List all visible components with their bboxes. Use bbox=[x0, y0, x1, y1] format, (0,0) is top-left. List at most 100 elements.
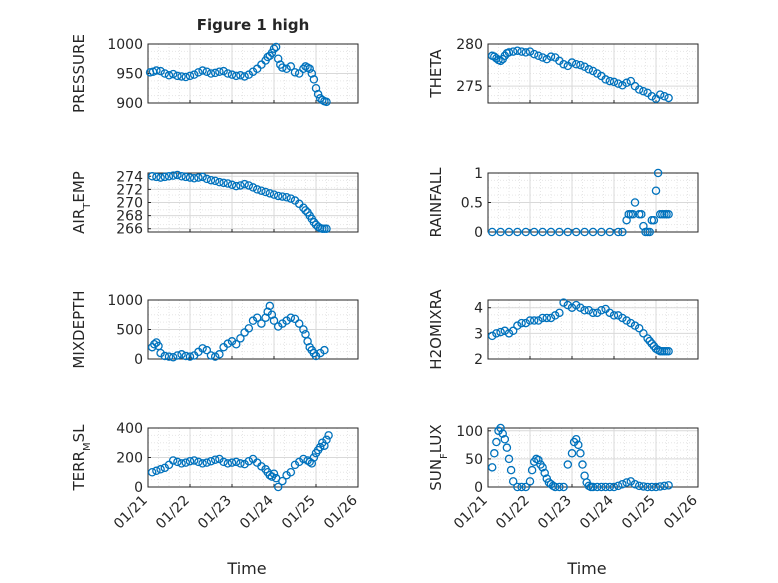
data-point bbox=[311, 84, 321, 93]
y-axis-label: H2OMIXRA bbox=[427, 289, 445, 370]
y-tick-label: 0 bbox=[134, 480, 143, 496]
data-point bbox=[664, 93, 673, 103]
data-point bbox=[315, 442, 325, 452]
data-point bbox=[290, 314, 300, 324]
data-point bbox=[307, 69, 317, 78]
data-point bbox=[198, 66, 207, 75]
data-point bbox=[320, 441, 329, 450]
data-point bbox=[664, 210, 673, 219]
y-axis-label: RAINFALL bbox=[427, 167, 445, 238]
data-point bbox=[278, 63, 287, 72]
y-tick-label: 274 bbox=[116, 169, 143, 185]
data-point bbox=[613, 311, 623, 320]
y-tick-label: 950 bbox=[116, 67, 143, 83]
data-point bbox=[618, 479, 627, 489]
data-point bbox=[215, 177, 224, 187]
data-point bbox=[540, 468, 549, 478]
data-point bbox=[261, 187, 270, 197]
data-point bbox=[286, 467, 296, 477]
data-point bbox=[269, 316, 279, 325]
data-point bbox=[584, 65, 594, 74]
data-point bbox=[628, 210, 638, 219]
data-point bbox=[202, 174, 212, 184]
data-point bbox=[160, 69, 170, 78]
data-point bbox=[542, 54, 552, 64]
data-point bbox=[550, 311, 560, 320]
data-point bbox=[613, 481, 623, 491]
data-point bbox=[244, 324, 254, 333]
data-point bbox=[513, 482, 522, 492]
data-point bbox=[206, 456, 216, 466]
data-point bbox=[567, 303, 577, 312]
data-point bbox=[513, 321, 522, 330]
data-point bbox=[236, 459, 245, 468]
data-point bbox=[626, 477, 636, 486]
data-point bbox=[651, 482, 661, 492]
y-tick-label: 200 bbox=[116, 451, 143, 467]
data-point bbox=[647, 92, 657, 101]
data-point bbox=[273, 482, 283, 492]
y-axis-label: THETA bbox=[427, 49, 445, 99]
data-point bbox=[597, 227, 606, 237]
data-point bbox=[152, 66, 161, 75]
data-point bbox=[504, 329, 514, 338]
data-point bbox=[282, 64, 291, 74]
data-point bbox=[580, 62, 589, 72]
data-point bbox=[534, 316, 543, 325]
data-point bbox=[177, 459, 186, 468]
data-point bbox=[173, 71, 182, 81]
data-point bbox=[622, 316, 631, 325]
data-point bbox=[498, 429, 507, 438]
data-point bbox=[559, 59, 568, 69]
y-tick-label: 270 bbox=[116, 196, 143, 212]
data-point bbox=[576, 303, 585, 312]
data-point bbox=[538, 227, 547, 237]
data-point bbox=[630, 321, 640, 330]
x-axis-label: Time bbox=[226, 559, 266, 578]
data-point bbox=[227, 70, 237, 79]
data-point bbox=[626, 76, 636, 86]
data-point bbox=[550, 482, 560, 492]
data-point bbox=[571, 434, 581, 444]
data-point bbox=[492, 54, 501, 63]
x-axis-label: Time bbox=[566, 559, 606, 578]
data-point bbox=[601, 75, 610, 84]
data-point bbox=[527, 465, 537, 475]
data-point bbox=[639, 221, 648, 231]
y-tick-label: 900 bbox=[116, 96, 143, 112]
data-point bbox=[609, 482, 619, 492]
data-point bbox=[508, 47, 518, 56]
x-tick-label: 01/21 bbox=[451, 493, 491, 533]
data-point bbox=[496, 423, 505, 433]
data-point bbox=[525, 316, 535, 325]
data-point bbox=[286, 194, 296, 203]
data-point bbox=[168, 171, 178, 180]
data-point bbox=[305, 64, 314, 74]
chart-rainfall: 0 0.5 1 RAINFALL bbox=[427, 166, 699, 241]
data-point bbox=[664, 347, 673, 356]
data-point bbox=[303, 337, 312, 346]
data-point bbox=[177, 172, 186, 181]
data-point bbox=[643, 482, 652, 492]
y-axis-label: MIXDEPTH bbox=[70, 290, 88, 368]
data-point bbox=[559, 298, 568, 307]
data-point bbox=[206, 351, 216, 360]
data-point bbox=[622, 215, 631, 225]
chart-h2omixra: 2 3 4 H2OMIXRA bbox=[427, 289, 699, 370]
data-point bbox=[164, 352, 174, 361]
data-point bbox=[576, 60, 585, 70]
axes-box bbox=[487, 299, 699, 360]
data-point bbox=[487, 463, 497, 472]
data-point bbox=[655, 482, 665, 491]
data-point bbox=[202, 345, 212, 355]
data-point bbox=[210, 352, 220, 361]
data-point bbox=[588, 482, 598, 492]
data-point bbox=[313, 89, 323, 99]
data-point bbox=[236, 334, 245, 343]
y-axis-label: SUNFLUX bbox=[427, 424, 450, 490]
data-point bbox=[231, 457, 241, 467]
data-point bbox=[626, 318, 636, 328]
data-point bbox=[181, 458, 191, 467]
data-point bbox=[529, 227, 539, 237]
data-point bbox=[173, 457, 182, 467]
